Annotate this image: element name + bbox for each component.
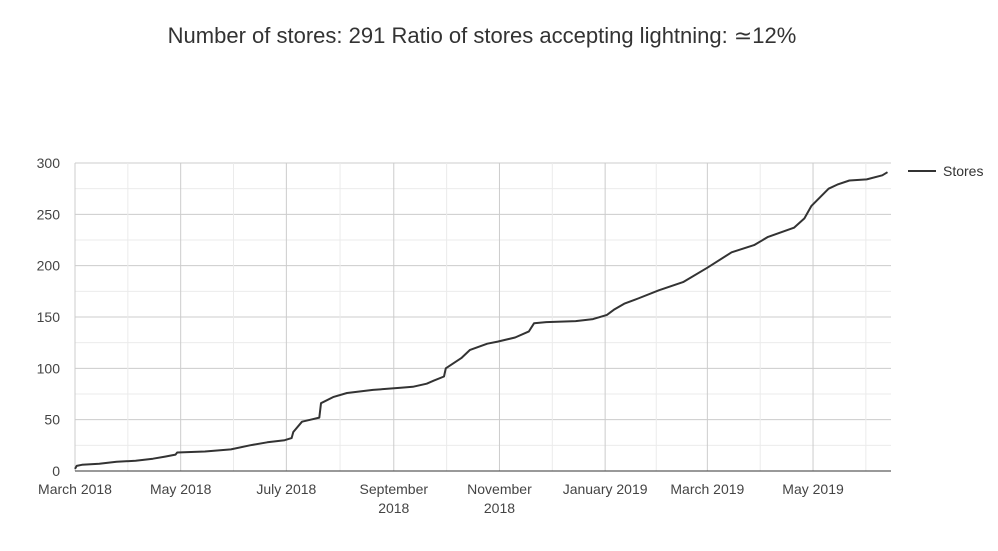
x-tick-label: November 2018 bbox=[467, 481, 532, 516]
legend: Stores bbox=[908, 163, 983, 179]
x-tick-label: September 2018 bbox=[360, 481, 429, 516]
y-tick-label: 50 bbox=[44, 412, 60, 428]
y-tick-label: 0 bbox=[52, 463, 60, 479]
legend-label: Stores bbox=[943, 163, 983, 179]
y-tick-label: 300 bbox=[37, 155, 61, 171]
series-layer bbox=[74, 171, 889, 470]
chart-title: Number of stores: 291 Ratio of stores ac… bbox=[168, 23, 797, 48]
x-tick-label: May 2019 bbox=[782, 481, 844, 497]
grid bbox=[74, 162, 891, 471]
y-tick-label: 100 bbox=[37, 360, 61, 376]
x-tick-label: May 2018 bbox=[150, 481, 212, 497]
x-tick-label: March 2019 bbox=[670, 481, 744, 497]
series-line-stores bbox=[74, 171, 889, 470]
y-tick-label: 250 bbox=[37, 206, 61, 222]
x-tick-label: July 2018 bbox=[256, 481, 316, 497]
y-tick-label: 150 bbox=[37, 309, 61, 325]
axes: 0 50 100 150 200 250 300 March 2018 May 2018 July… bbox=[37, 155, 891, 516]
x-tick-label: March 2018 bbox=[38, 481, 112, 497]
y-tick-label: 200 bbox=[37, 258, 61, 274]
x-tick-label: January 2019 bbox=[563, 481, 648, 497]
